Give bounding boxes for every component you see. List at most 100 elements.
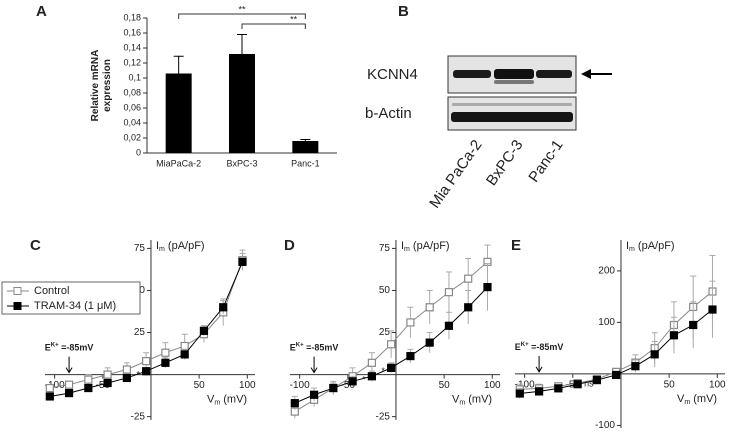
- legend-label: Control: [34, 285, 69, 297]
- x-tick-label: BxPC-3: [226, 158, 257, 168]
- y-axis-label-part: I: [156, 240, 159, 252]
- x-tick-label: MiaPaCa-2: [156, 158, 201, 168]
- data-point: [669, 331, 679, 340]
- reversal-label-part: =-85mV: [529, 342, 564, 352]
- data-point: [45, 392, 54, 401]
- x-tick-label: -50: [341, 380, 356, 391]
- data-point: [84, 375, 93, 384]
- y-tick-label: 0,06: [123, 102, 141, 112]
- data-point: [406, 351, 415, 361]
- x-tick-label: -100: [515, 380, 535, 391]
- panel-label: B: [398, 3, 409, 20]
- band: [451, 112, 573, 122]
- x-tick-label: 100: [239, 380, 256, 391]
- x-tick-label: 50: [194, 380, 206, 391]
- annotation: *: [136, 370, 140, 380]
- reversal-label-part: E: [515, 342, 521, 352]
- data-point: [444, 288, 454, 297]
- data-point: [592, 375, 601, 385]
- data-point: [290, 399, 299, 408]
- x-axis-label: Vm (mV): [677, 393, 717, 406]
- reversal-label: EK+ =-85mV: [45, 342, 94, 353]
- y-tick-label: 0,16: [123, 27, 141, 37]
- reversal-label-part: K+: [51, 342, 59, 348]
- bar: [292, 141, 319, 153]
- data-point: [199, 326, 209, 335]
- data-point: [464, 274, 473, 283]
- y-tick-label: 0,02: [123, 132, 141, 142]
- data-point: [103, 378, 112, 388]
- arrowhead: [581, 69, 591, 79]
- y-axis-label-line: expression: [102, 59, 113, 112]
- x-tick-label: -100: [290, 380, 310, 391]
- y-tick-label: 0,14: [123, 42, 141, 52]
- data-point: [122, 373, 131, 383]
- legend-frame: [1, 281, 141, 315]
- y-axis-label-part: m: [629, 246, 635, 253]
- y-axis-label-part: m: [404, 246, 410, 253]
- x-axis-label-part: V: [452, 393, 460, 405]
- y-tick-label: 0: [136, 147, 141, 157]
- y-axis-label: Relative mRNAexpression: [90, 50, 113, 122]
- x-tick-label: 50: [439, 380, 451, 391]
- y-tick-label: -25: [131, 411, 146, 422]
- x-axis-label: Vm (mV): [207, 393, 247, 406]
- data-point: [425, 303, 434, 312]
- y-tick-label: 0,18: [123, 12, 141, 22]
- reversal-label-part: K+: [521, 341, 529, 347]
- y-tick-label: 50: [379, 285, 391, 296]
- data-point: [161, 348, 170, 357]
- x-axis-label-part: (mV): [220, 393, 247, 405]
- y-tick-label: 25: [134, 327, 146, 338]
- band: [536, 70, 572, 78]
- reversal-label-part: E: [45, 343, 51, 353]
- annotation: ns: [584, 378, 594, 388]
- y-tick-label: 0,04: [123, 117, 141, 127]
- x-axis-label-part: (mV): [690, 393, 717, 405]
- band: [494, 69, 534, 79]
- data-point: [348, 377, 357, 386]
- y-axis-label-line: Relative mRNA: [90, 50, 101, 122]
- x-axis-label-part: V: [207, 393, 215, 405]
- data-point: [708, 305, 717, 314]
- data-point: [103, 370, 112, 379]
- data-point: [180, 350, 189, 359]
- band: [494, 80, 534, 84]
- x-tick-label: Panc-1: [291, 158, 320, 168]
- y-tick-label: 0,08: [123, 87, 141, 97]
- y-tick-label: 25: [379, 327, 391, 338]
- data-point: [483, 283, 492, 292]
- data-point: [64, 380, 74, 389]
- data-point: [554, 384, 563, 393]
- x-tick-label: -50: [96, 380, 111, 391]
- y-axis-label: Im (pA/pF): [626, 240, 675, 253]
- y-tick-label: 75: [134, 243, 146, 254]
- data-point: [84, 383, 93, 393]
- data-point: [689, 320, 698, 330]
- y-tick-label: 100: [598, 317, 615, 328]
- data-point: [122, 365, 131, 374]
- annotation: *: [381, 366, 385, 376]
- data-point: [387, 340, 396, 349]
- data-point: [387, 363, 396, 372]
- iv-chart: D -25 25 50 75 -100 -50 50 100 Im (pA/pF) Vm (mV) E…: [284, 237, 501, 422]
- panel-label: C: [30, 237, 41, 254]
- band: [452, 103, 572, 106]
- y-tick-label: 75: [379, 243, 391, 254]
- data-point: [219, 303, 228, 312]
- x-axis-label-part: m: [214, 399, 220, 406]
- bar: [165, 73, 192, 153]
- y-axis-label: Im (pA/pF): [401, 240, 450, 253]
- data-point: [238, 257, 247, 266]
- data-point: [45, 383, 54, 393]
- data-point: [464, 303, 473, 312]
- y-axis-label-part: I: [401, 240, 404, 252]
- y-axis-label-part: I: [626, 240, 629, 252]
- data-point: [631, 362, 640, 371]
- data-point: [142, 367, 151, 376]
- data-point: [534, 387, 544, 396]
- data-point: [309, 390, 319, 399]
- annotation: *: [362, 375, 366, 385]
